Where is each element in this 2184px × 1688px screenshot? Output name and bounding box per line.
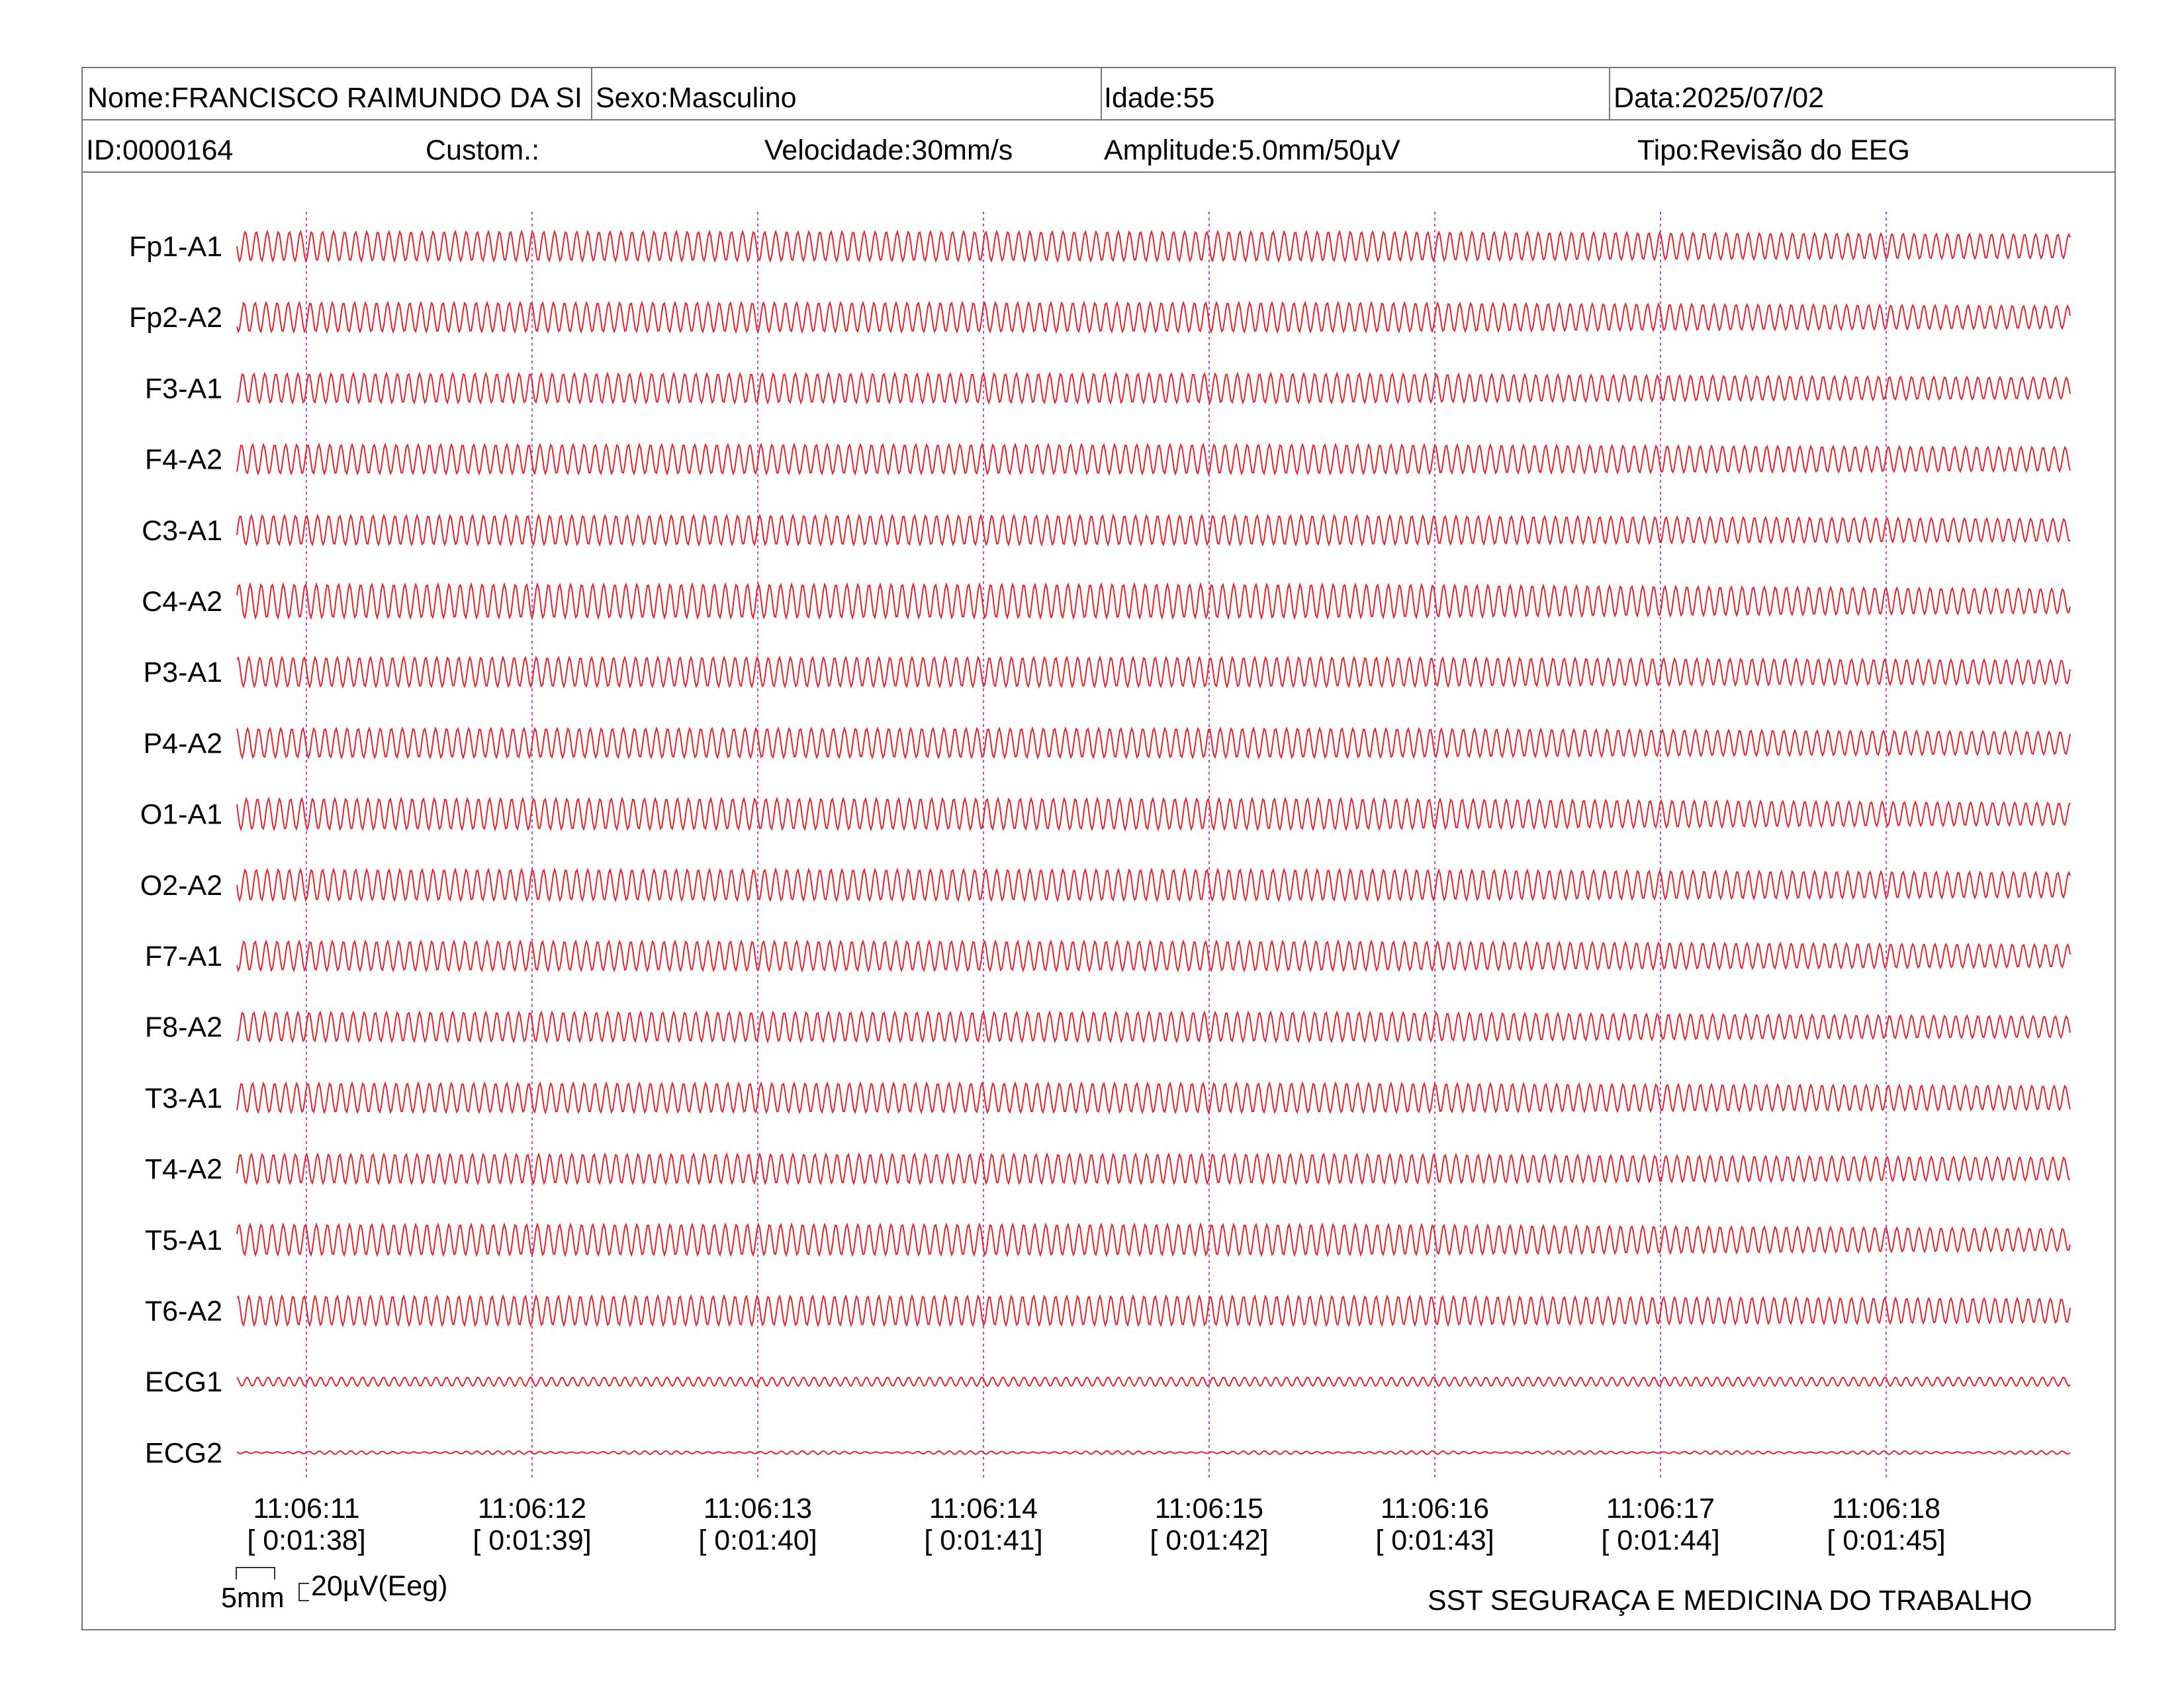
- channel-trace: [236, 796, 2071, 831]
- channel-trace: [236, 301, 2071, 334]
- time-scale-bracket: [236, 1567, 275, 1579]
- channel-trace: [236, 655, 2071, 689]
- channel-trace: [236, 371, 2071, 405]
- organization-name: SST SEGURAÇA E MEDICINA DO TRABALHO: [1428, 1585, 2032, 1617]
- time-labels: 11:06:11[ 0:01:38] 11:06:12[ 0:01:39] 11:0…: [247, 1493, 1945, 1556]
- channel-trace: [236, 1152, 2071, 1186]
- channel-label: P3-A1: [143, 657, 222, 688]
- channel-trace: [236, 1081, 2071, 1115]
- speed-setting: Velocidade:30mm/s: [764, 134, 1013, 166]
- time-clock-label: 11:06:11: [253, 1493, 360, 1524]
- channel-labels: Fp1-A1 Fp2-A2 F3-A1 F4-A2 C3-A1 C4-A2 P3-A1 P4-…: [129, 231, 222, 1469]
- channel-label: F7-A1: [145, 941, 222, 972]
- time-elapsed-label: [ 0:01:40]: [698, 1524, 817, 1556]
- channel-label: T3-A1: [145, 1082, 222, 1114]
- channel-trace: [236, 1450, 2071, 1456]
- channel-label: F8-A2: [145, 1011, 222, 1043]
- time-scale-label: 5mm: [221, 1582, 285, 1614]
- time-clock-label: 11:06:13: [704, 1493, 812, 1524]
- patient-id: ID:0000164: [86, 134, 233, 166]
- channel-label: Fp2-A2: [129, 302, 222, 334]
- channel-label: C4-A2: [142, 586, 222, 618]
- amplitude-scale-bracket: [298, 1583, 309, 1601]
- patient-age: Idade:55: [1104, 82, 1214, 114]
- channel-label: O2-A2: [140, 870, 222, 902]
- channel-label: T6-A2: [145, 1295, 222, 1327]
- time-marker-lines: [306, 212, 1887, 1477]
- amplitude-scale-label: 20µV(Eeg): [311, 1570, 447, 1602]
- channel-trace: [236, 867, 2071, 903]
- channel-label: ECG1: [145, 1366, 222, 1398]
- channel-trace: [236, 1010, 2071, 1044]
- exam-date: Data:2025/07/02: [1614, 82, 1824, 114]
- time-clock-label: 11:06:12: [478, 1493, 586, 1524]
- channel-label: T4-A2: [145, 1154, 222, 1186]
- channel-label: Fp1-A1: [129, 231, 222, 263]
- channel-trace: [236, 726, 2071, 760]
- channel-label: O1-A1: [140, 799, 222, 831]
- channel-trace: [236, 939, 2071, 973]
- time-elapsed-label: [ 0:01:45]: [1827, 1524, 1945, 1556]
- channel-label: F3-A1: [145, 373, 222, 404]
- channel-trace: [236, 442, 2071, 476]
- channel-label: P4-A2: [143, 727, 222, 759]
- time-elapsed-label: [ 0:01:39]: [473, 1524, 591, 1556]
- channel-trace: [236, 229, 2071, 263]
- channel-trace: [236, 582, 2071, 620]
- channel-label: C3-A1: [142, 515, 222, 547]
- time-elapsed-label: [ 0:01:44]: [1601, 1524, 1719, 1556]
- time-elapsed-label: [ 0:01:38]: [247, 1524, 365, 1556]
- channel-label: T5-A1: [145, 1225, 222, 1256]
- patient-name: Nome:FRANCISCO RAIMUNDO DA SI: [87, 82, 582, 114]
- time-clock-label: 11:06:18: [1832, 1493, 1940, 1524]
- patient-sex: Sexo:Masculino: [596, 82, 797, 114]
- channel-traces: [236, 229, 2071, 1456]
- channel-label: ECG2: [145, 1437, 222, 1469]
- channel-trace: [236, 1376, 2071, 1387]
- time-elapsed-label: [ 0:01:43]: [1375, 1524, 1494, 1556]
- time-clock-label: 11:06:17: [1606, 1493, 1715, 1524]
- channel-trace: [236, 1293, 2071, 1328]
- channel-trace: [236, 1222, 2071, 1258]
- exam-type: Tipo:Revisão do EEG: [1637, 134, 1910, 166]
- custom-field: Custom.:: [426, 134, 539, 166]
- page-border: [81, 67, 2116, 1630]
- time-elapsed-label: [ 0:01:42]: [1150, 1524, 1268, 1556]
- amplitude-setting: Amplitude:5.0mm/50µV: [1104, 134, 1400, 166]
- channel-trace: [236, 513, 2071, 547]
- time-clock-label: 11:06:14: [929, 1493, 1038, 1524]
- header-table: Nome:FRANCISCO RAIMUNDO DA SI Sexo:Mascu…: [81, 67, 2116, 1630]
- scale-indicator: 5mm 20µV(Eeg): [221, 1567, 447, 1614]
- time-clock-label: 11:06:16: [1381, 1493, 1489, 1524]
- channel-label: F4-A2: [145, 444, 222, 476]
- time-elapsed-label: [ 0:01:41]: [924, 1524, 1042, 1556]
- time-clock-label: 11:06:15: [1155, 1493, 1263, 1524]
